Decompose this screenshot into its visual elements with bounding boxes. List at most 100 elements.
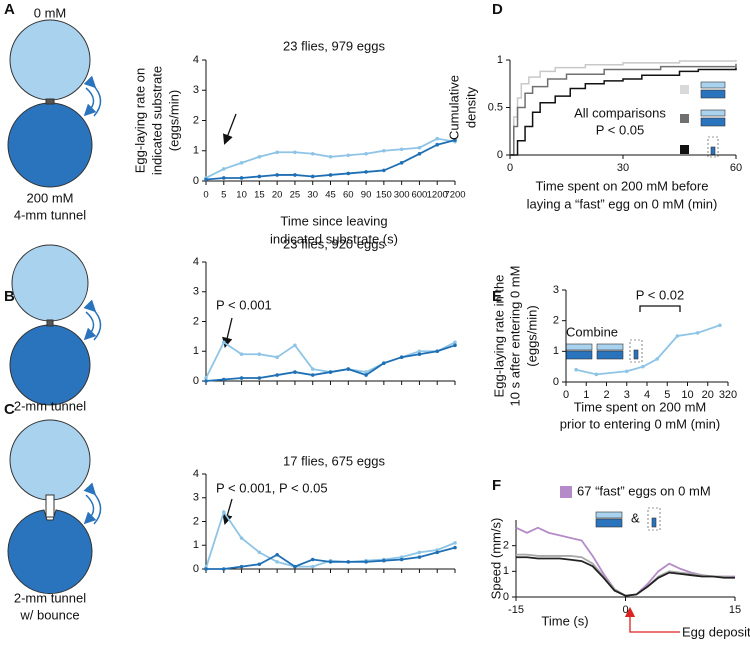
x-tick-label: 25 [290, 190, 301, 201]
diagram-label: w/ bounce [19, 607, 79, 622]
y-tick-label: 1 [497, 54, 503, 66]
point [453, 138, 457, 142]
y-tick-label: 2 [553, 315, 559, 327]
x-tick-label: 3 [624, 389, 630, 401]
point [435, 142, 440, 147]
point [275, 373, 279, 377]
annotation: All comparisons [574, 105, 666, 120]
x-tick-label: 0 [507, 162, 513, 174]
y-axis-label: Egg-laying rate on [132, 68, 147, 174]
panel-letter: B [4, 288, 15, 305]
x-axis-label: prior to entering 0 mM (min) [560, 416, 720, 431]
y-tick-label: 3 [553, 284, 559, 296]
y-axis-label: (eggs/min) [524, 305, 539, 366]
x-tick-label: 0 [203, 190, 208, 201]
point [257, 376, 262, 380]
point [239, 536, 244, 540]
tunnel [45, 98, 55, 105]
x-tick-label: 30 [617, 162, 629, 174]
y-tick-label: 3 [193, 84, 199, 96]
point [364, 151, 368, 156]
point [221, 567, 226, 571]
y-tick-label: 0 [497, 149, 503, 161]
x-tick-label: -15 [508, 604, 524, 616]
point [675, 334, 680, 338]
point [624, 369, 629, 374]
arrows [83, 75, 102, 525]
point [239, 176, 244, 180]
icons: & [565, 81, 726, 531]
point [382, 361, 386, 365]
x-tick-label: 10 [681, 389, 693, 401]
y-tick-label: 0 [193, 375, 199, 387]
point [310, 557, 315, 562]
diagram-label: 0 mM [34, 5, 67, 20]
point [364, 370, 368, 374]
annotation: P < 0.001 [216, 297, 272, 312]
point [399, 355, 404, 360]
x-axis-label: indicated substrate (s) [270, 231, 398, 246]
x-tick-label: 60 [730, 162, 742, 174]
point [435, 550, 440, 555]
point [275, 552, 279, 557]
y-tick-label: 3 [193, 492, 199, 504]
point [221, 167, 226, 171]
chamber [9, 324, 91, 406]
point [310, 367, 315, 371]
point [221, 510, 226, 514]
point [435, 136, 440, 141]
x-tick-label: 600 [411, 190, 427, 201]
panel-letter: C [4, 401, 15, 418]
chart-title: 17 flies, 675 eggs [283, 453, 385, 468]
chart-title: 23 flies, 920 eggs [283, 236, 385, 251]
x-tick-label: 0 [622, 604, 628, 616]
x-tick-label: 2 [603, 389, 609, 401]
point [435, 349, 440, 354]
point [382, 558, 386, 563]
point [574, 367, 578, 372]
x-tick-label: 150 [376, 190, 392, 201]
y-axis-label: indicated substrate [149, 66, 164, 175]
point [239, 564, 244, 569]
point [695, 331, 700, 335]
point [239, 352, 244, 357]
tunnel [46, 319, 54, 327]
x-tick-label: 15 [254, 190, 265, 201]
point [346, 560, 351, 564]
panel-letter: D [492, 1, 503, 18]
y-tick-label: 1 [193, 539, 199, 551]
y-tick-label: 1 [553, 345, 559, 357]
point [310, 564, 315, 569]
diagram-label: 200 mM [27, 190, 74, 205]
y-tick-label: 0.5 [488, 101, 503, 113]
annotation: Combine [566, 324, 618, 339]
chamber [9, 19, 91, 101]
point [257, 174, 262, 179]
point [417, 349, 422, 354]
x-axis-label: Time (s) [541, 613, 588, 628]
line [575, 324, 721, 376]
y-tick-label: 4 [193, 468, 199, 480]
point [453, 545, 457, 550]
y-tick-label: 2 [193, 315, 199, 327]
point [453, 343, 457, 348]
annotation: P < 0.02 [636, 287, 685, 302]
x-tick-label: 45 [325, 190, 336, 201]
panel-letter: F [492, 477, 501, 494]
y-axis-label: Egg-laying rate in the [491, 275, 506, 398]
y-tick-label: 2 [193, 515, 199, 527]
point [641, 364, 645, 369]
point [310, 373, 315, 377]
y-tick-label: 2 [503, 540, 509, 552]
point [382, 148, 386, 153]
x-tick-label: 7200 [444, 190, 465, 201]
svg-text:&: & [631, 510, 640, 525]
point [417, 550, 422, 555]
point [328, 370, 333, 374]
x-tick-label: 10 [236, 190, 247, 201]
point [204, 177, 208, 182]
point [453, 541, 457, 545]
point [275, 150, 279, 155]
line [205, 344, 456, 382]
chamber [9, 419, 91, 501]
